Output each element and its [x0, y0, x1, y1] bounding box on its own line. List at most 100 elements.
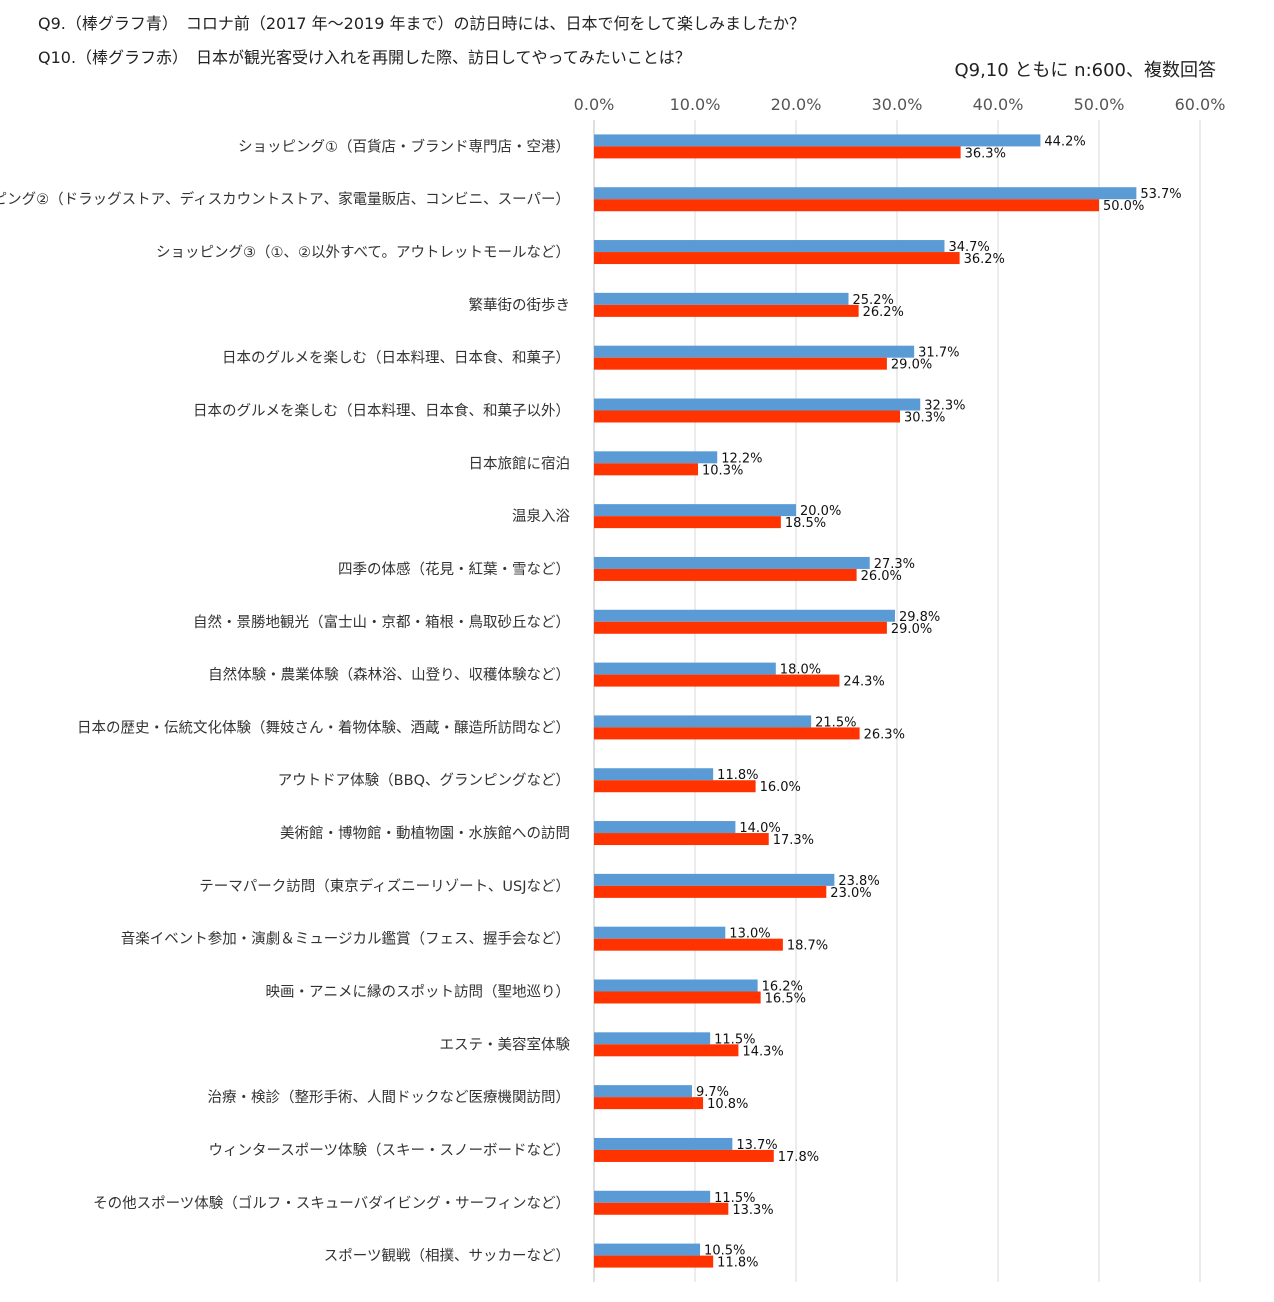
bar-q9 [594, 1085, 692, 1098]
bar-q10 [594, 304, 859, 317]
data-label-q10: 17.8% [778, 1150, 819, 1165]
bar-q9 [594, 1190, 711, 1203]
data-label-q9: 34.7% [948, 240, 989, 255]
data-label-q10: 50.0% [1103, 199, 1144, 214]
data-label-q9: 10.5% [704, 1244, 745, 1259]
x-axis-ticks: 0.0% 10.0% 20.0% 30.0% 40.0% 50.0% 60.0% [574, 95, 1226, 114]
data-label-q9: 53.7% [1140, 187, 1181, 202]
bar-q9 [594, 926, 726, 939]
category-label: アウトドア体験（BBQ、グランピングなど） [278, 772, 570, 789]
data-label-q9: 23.8% [838, 874, 879, 889]
bar-q10 [594, 410, 901, 423]
data-label-q10: 18.5% [785, 516, 826, 531]
category-label: テーマパーク訪問（東京ディズニーリゾート、USJなど） [199, 877, 570, 895]
data-label-q10: 23.0% [830, 886, 871, 901]
category-label: ショッピング③（①、②以外すべて。アウトレットモールなど） [156, 244, 570, 261]
x-tick-label: 0.0% [574, 95, 615, 114]
bar-q10 [594, 885, 827, 898]
bar-q10 [594, 1202, 729, 1215]
data-label-q9: 14.0% [739, 821, 780, 836]
bar-q9 [594, 451, 718, 464]
bar-q9 [594, 768, 714, 781]
bar-q9 [594, 609, 895, 622]
x-tick-label: 30.0% [872, 95, 923, 114]
bar-q9 [594, 240, 945, 253]
category-label: 治療・検診（整形手術、人間ドックなど医療機関訪問） [208, 1089, 571, 1106]
data-label-q9: 32.3% [924, 399, 965, 414]
category-label: ウィンタースポーツ体験（スキー・スノーボードなど） [209, 1142, 570, 1159]
data-label-q10: 10.3% [702, 463, 743, 478]
data-label-q10: 30.3% [904, 411, 945, 426]
data-label-q10: 26.0% [861, 569, 902, 584]
data-label-q9: 44.2% [1044, 134, 1085, 149]
bar-q10 [594, 357, 887, 370]
data-label-q9: 13.0% [729, 927, 770, 942]
data-label-q10: 16.5% [765, 992, 806, 1007]
data-label-q9: 25.2% [853, 293, 894, 308]
category-label: 自然・景勝地観光（富士山・京都・箱根・鳥取砂丘など） [193, 613, 570, 631]
bar-q10 [594, 780, 756, 793]
bar-q10 [594, 199, 1099, 212]
bar-q10 [594, 463, 699, 476]
bar-q10 [594, 146, 961, 159]
data-label-q9: 13.7% [736, 1138, 777, 1153]
bar-q9 [594, 292, 849, 305]
category-label: 美術館・博物館・動植物園・水族館への訪問 [280, 825, 570, 842]
category-label: エステ・美容室体験 [440, 1036, 571, 1053]
data-label-q10: 16.0% [760, 780, 801, 795]
category-label: 繁華街の街歩き [469, 297, 571, 314]
bar-q9 [594, 1137, 733, 1150]
bar-q9 [594, 398, 921, 411]
data-label-q9: 12.2% [721, 451, 762, 466]
data-label-q10: 14.3% [742, 1044, 783, 1059]
category-label: ショッピング②（ドラッグストア、ディスカウントストア、家電量販店、コンビニ、スー… [0, 190, 570, 208]
data-label-q9: 29.8% [899, 610, 940, 625]
bar-q9 [594, 1243, 701, 1256]
bar-q10 [594, 833, 769, 846]
sample-note: Q9,10 ともに n:600、複数回答 [954, 60, 1216, 81]
bar-q9 [594, 345, 915, 358]
data-label-q10: 36.3% [965, 146, 1006, 161]
bar-q10 [594, 727, 860, 740]
bar-q9 [594, 662, 776, 675]
data-label-q10: 18.7% [787, 939, 828, 954]
x-tick-label: 20.0% [771, 95, 822, 114]
bar-q10 [594, 1097, 704, 1110]
data-label-q10: 26.2% [863, 305, 904, 320]
x-tick-label: 10.0% [670, 95, 721, 114]
data-label-q9: 20.0% [800, 504, 841, 519]
category-label: 日本のグルメを楽しむ（日本料理、日本食、和菓子以外） [193, 403, 570, 420]
bar-q10 [594, 991, 761, 1004]
bar-q9 [594, 715, 812, 728]
bar-q9 [594, 187, 1137, 200]
bar-q9 [594, 873, 835, 886]
bar-q9 [594, 556, 870, 569]
bar-q10 [594, 621, 887, 634]
bar-q9 [594, 134, 1041, 147]
x-tick-label: 40.0% [973, 95, 1024, 114]
data-label-q10: 29.0% [891, 622, 932, 637]
bar-q10 [594, 674, 840, 687]
bar-q9 [594, 504, 796, 517]
category-label: 温泉入浴 [512, 508, 570, 525]
bar-q10 [594, 252, 960, 265]
data-label-q10: 26.3% [864, 727, 905, 742]
category-label: 日本旅館に宿泊 [469, 455, 571, 472]
bar-q9 [594, 821, 736, 834]
data-label-q9: 9.7% [696, 1085, 729, 1100]
data-label-q10: 36.2% [964, 252, 1005, 267]
category-label: 日本のグルメを楽しむ（日本料理、日本食、和菓子） [222, 350, 570, 367]
bar-q10 [594, 1149, 774, 1162]
bar-q10 [594, 1044, 739, 1057]
data-label-q9: 11.5% [714, 1032, 755, 1047]
bar-q10 [594, 938, 783, 951]
category-label: 自然体験・農業体験（森林浴、山登り、収穫体験など） [208, 667, 570, 684]
bar-q10 [594, 516, 781, 529]
data-label-q9: 27.3% [874, 557, 915, 572]
x-tick-label: 50.0% [1074, 95, 1125, 114]
data-label-q9: 31.7% [918, 346, 959, 361]
data-label-q10: 10.8% [707, 1097, 748, 1112]
data-label-q10: 29.0% [891, 358, 932, 373]
x-tick-label: 60.0% [1175, 95, 1226, 114]
category-label: 日本の歴史・伝統文化体験（舞妓さん・着物体験、酒蔵・醸造所訪問など） [77, 719, 570, 736]
